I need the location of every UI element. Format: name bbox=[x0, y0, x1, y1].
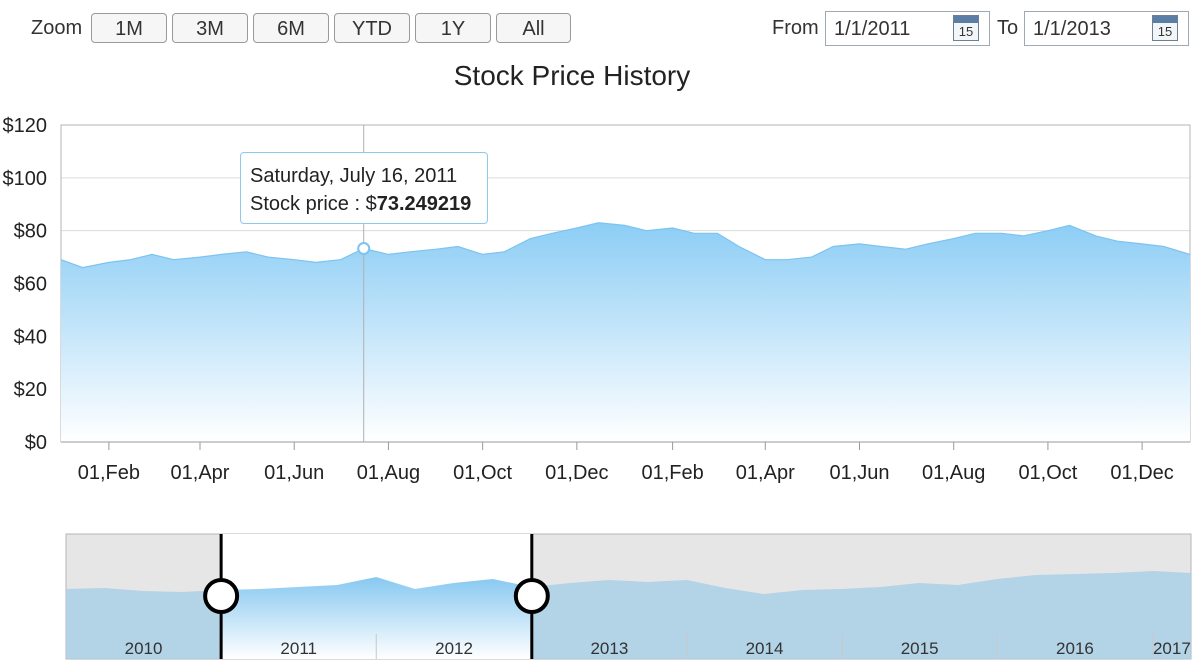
x-tick-label: 01,Apr bbox=[736, 462, 795, 484]
zoom-all-button[interactable]: All bbox=[496, 13, 571, 43]
calendar-icon[interactable]: 15 bbox=[1152, 15, 1178, 41]
chart-title: Stock Price History bbox=[453, 60, 691, 91]
zoom-6m-button[interactable]: 6M bbox=[253, 13, 329, 43]
zoom-ytd-button[interactable]: YTD bbox=[334, 13, 410, 43]
navigator-right-handle[interactable] bbox=[513, 578, 550, 614]
x-tick-label: 01,Dec bbox=[545, 462, 608, 484]
tooltip-label: Stock price : $ bbox=[250, 193, 377, 215]
x-tick-label: 01,Oct bbox=[1018, 462, 1077, 484]
tooltip-date: Saturday, July 16, 2011 bbox=[250, 165, 458, 187]
navigator-year-label: 2011 bbox=[280, 639, 317, 658]
x-tick-label: 01,Jun bbox=[264, 462, 324, 484]
x-tick-label: 01,Oct bbox=[453, 462, 512, 484]
navigator-year-label: 2015 bbox=[901, 639, 939, 658]
price-line bbox=[60, 222, 1191, 269]
y-tick-label: $0 bbox=[25, 432, 47, 454]
navigator-year-label: 2012 bbox=[435, 639, 473, 658]
zoom-1m-button[interactable]: 1M bbox=[91, 13, 167, 43]
navigator-year-label: 2010 bbox=[125, 639, 163, 658]
x-tick-label: 01,Apr bbox=[171, 462, 230, 484]
navigator-year-label: 2014 bbox=[746, 639, 784, 658]
from-date-field[interactable]: 1/1/2011 15 bbox=[825, 11, 990, 46]
to-date-field[interactable]: 1/1/2013 15 bbox=[1024, 11, 1189, 46]
y-tick-label: $80 bbox=[14, 221, 47, 243]
zoom-1y-button[interactable]: 1Y bbox=[415, 13, 491, 43]
x-tick-label: 01,Aug bbox=[357, 462, 420, 484]
calendar-icon-day: 15 bbox=[1157, 24, 1173, 39]
to-label: To bbox=[997, 17, 1019, 39]
price-area bbox=[61, 222, 1190, 442]
navigator-year-label: 2017 bbox=[1153, 639, 1191, 658]
calendar-icon[interactable]: 15 bbox=[953, 15, 979, 41]
from-label: From bbox=[772, 17, 819, 39]
tooltip-marker bbox=[357, 241, 371, 255]
x-tick-label: 01,Dec bbox=[1110, 462, 1173, 484]
y-tick-label: $120 bbox=[3, 115, 48, 137]
x-tick-label: 01,Aug bbox=[922, 462, 985, 484]
navigator-year-label: 2013 bbox=[590, 639, 628, 658]
y-tick-label: $60 bbox=[14, 274, 47, 296]
tooltip: Saturday, July 16, 2011 Stock price : $7… bbox=[240, 152, 488, 224]
zoom-3m-button[interactable]: 3M bbox=[172, 13, 248, 43]
navigator-year-label: 2016 bbox=[1056, 639, 1094, 658]
from-date-value: 1/1/2011 bbox=[834, 18, 911, 40]
zoom-label: Zoom bbox=[31, 17, 83, 39]
y-tick-label: $100 bbox=[3, 168, 48, 190]
tooltip-value-line: Stock price : $73.249219 bbox=[250, 190, 487, 218]
x-tick-label: 01,Jun bbox=[829, 462, 889, 484]
x-tick-label: 01,Feb bbox=[78, 462, 140, 484]
y-tick-label: $20 bbox=[14, 379, 47, 401]
to-date-value: 1/1/2013 bbox=[1033, 18, 1111, 40]
calendar-icon-day: 15 bbox=[958, 24, 974, 39]
x-tick-label: 01,Feb bbox=[641, 462, 703, 484]
navigator-left-handle[interactable] bbox=[203, 578, 240, 614]
tooltip-value: 73.249219 bbox=[376, 193, 472, 215]
y-tick-label: $40 bbox=[14, 326, 47, 348]
toolbar: Zoom 1M 3M 6M YTD 1Y All From 1/1/2011 1… bbox=[0, 0, 1200, 56]
navigator-selected-area bbox=[221, 577, 532, 659]
